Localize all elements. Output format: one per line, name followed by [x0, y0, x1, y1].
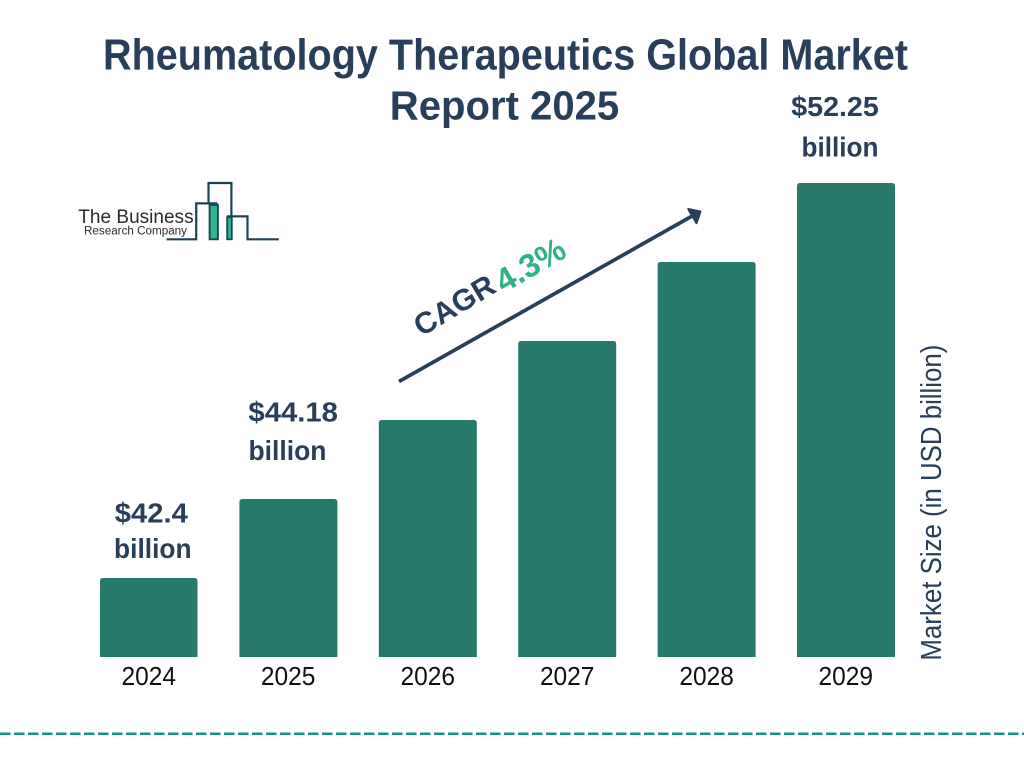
svg-text:2027: 2027 — [540, 663, 595, 691]
svg-text:2026: 2026 — [401, 663, 456, 691]
svg-text:2029: 2029 — [819, 663, 874, 691]
svg-text:Market Size (in USD billion): Market Size (in USD billion) — [916, 345, 948, 661]
svg-text:$42.4: $42.4 — [115, 498, 188, 529]
svg-text:2025: 2025 — [261, 663, 316, 691]
svg-text:$52.25: $52.25 — [791, 91, 879, 122]
svg-text:Report 2025: Report 2025 — [390, 82, 619, 128]
svg-text:billion: billion — [802, 132, 879, 163]
svg-text:2024: 2024 — [122, 663, 177, 691]
svg-text:Rheumatology Therapeutics Glob: Rheumatology Therapeutics Global Market — [103, 31, 908, 80]
svg-text:billion: billion — [249, 435, 327, 466]
svg-text:2028: 2028 — [679, 663, 734, 691]
svg-text:$44.18: $44.18 — [248, 397, 338, 428]
svg-text:Research Company: Research Company — [84, 225, 187, 237]
svg-text:billion: billion — [114, 533, 192, 564]
svg-text:The Business: The Business — [78, 206, 194, 228]
